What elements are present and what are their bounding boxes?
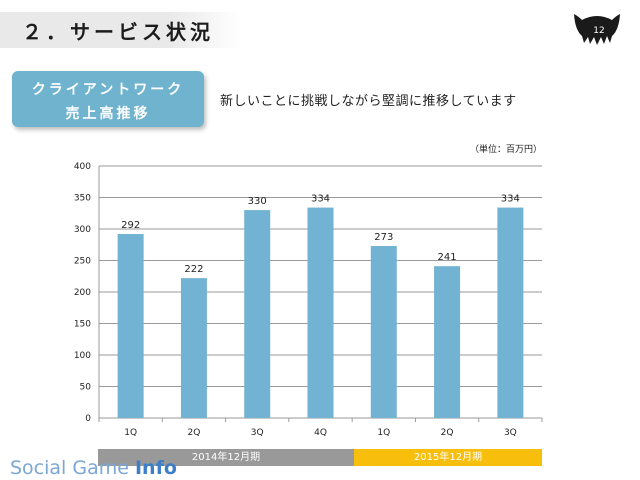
y-tick-label: 350	[74, 194, 91, 204]
x-tick-label: 2Q	[188, 428, 201, 438]
bar	[117, 234, 144, 418]
slide-title: ２．サービス状況	[22, 20, 214, 44]
watermark-logo: Social Game Info	[10, 457, 177, 479]
y-tick-label: 300	[74, 225, 91, 235]
data-label: 334	[501, 194, 520, 205]
x-tick-label: 1Q	[377, 428, 390, 438]
headline-text: 新しいことに挑戦しながら堅調に推移しています	[220, 94, 517, 109]
data-label: 273	[374, 232, 393, 243]
x-tick-label: 4Q	[314, 428, 327, 438]
data-label: 222	[184, 264, 203, 275]
category-line-1: クライアントワーク	[31, 82, 185, 98]
data-label: 241	[438, 252, 457, 263]
x-tick-label: 1Q	[124, 428, 137, 438]
bar	[244, 210, 271, 418]
y-tick-label: 50	[80, 383, 92, 393]
title-band	[0, 12, 240, 48]
x-tick-label: 3Q	[504, 428, 517, 438]
y-tick-label: 0	[85, 414, 91, 424]
fiscal-year-2014-band: 2014年12月期	[98, 449, 354, 466]
x-tick-label: 2Q	[441, 428, 454, 438]
y-tick-label: 400	[74, 162, 91, 172]
y-tick-label: 200	[74, 288, 91, 298]
bar	[180, 278, 207, 418]
page-number: 12	[593, 26, 605, 36]
bar	[370, 246, 397, 418]
y-tick-label: 150	[74, 320, 91, 330]
bar	[497, 207, 524, 418]
category-label-box: クライアントワーク 売上高推移	[12, 71, 204, 127]
page-badge-icon	[574, 14, 620, 45]
y-tick-label: 250	[74, 257, 91, 267]
unit-label: （単位：百万円）	[470, 145, 543, 155]
bar	[434, 266, 461, 418]
x-tick-label: 3Q	[251, 428, 264, 438]
data-label: 292	[121, 220, 140, 231]
data-label: 330	[248, 196, 267, 207]
data-label: 334	[311, 194, 330, 205]
fiscal-year-2015-band: 2015年12月期	[354, 449, 542, 466]
category-line-2: 売上高推移	[65, 106, 151, 122]
bar	[307, 207, 334, 418]
y-tick-label: 100	[74, 351, 91, 361]
watermark-part-2: Info	[134, 457, 177, 479]
watermark-part-1: Social Game	[10, 457, 135, 479]
